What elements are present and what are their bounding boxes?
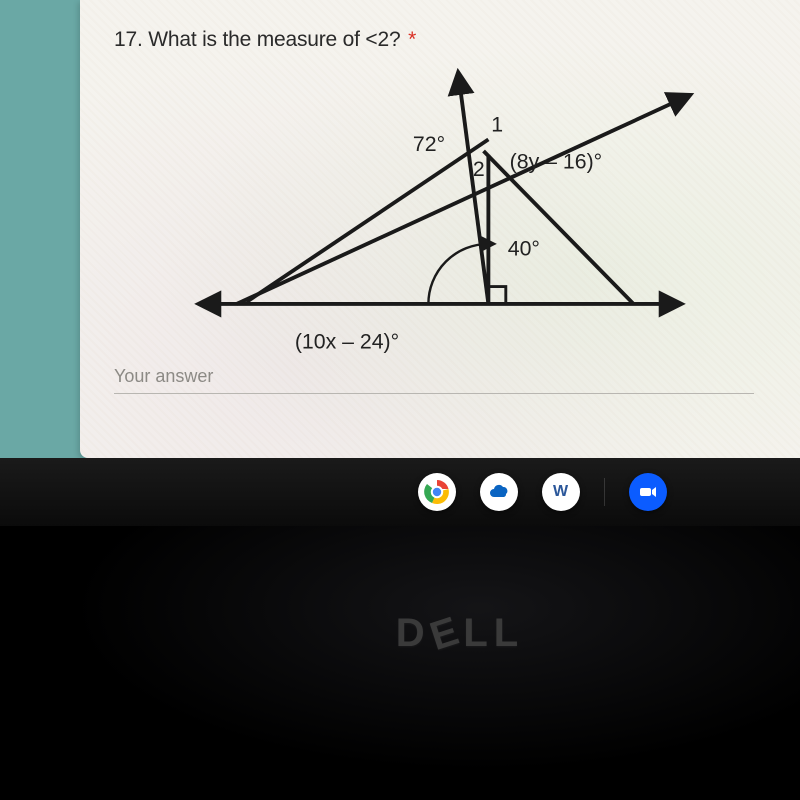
camera-glyph (637, 481, 659, 503)
label-10x: (10x – 24)° (295, 329, 399, 353)
required-star: * (408, 28, 416, 51)
word-glyph: W (553, 483, 568, 501)
zoom-icon[interactable] (629, 473, 667, 511)
cloud-glyph (487, 480, 511, 504)
question-text: What is the measure of <2? (148, 28, 400, 51)
label-72: 72° (413, 132, 445, 156)
question-card: 17. What is the measure of <2? * (80, 0, 800, 458)
answer-input[interactable] (114, 366, 754, 387)
laptop-bezel: DELL (0, 526, 800, 800)
dell-logo: DELL (396, 611, 524, 656)
upper-left-ray (459, 81, 488, 304)
chrome-glyph (424, 479, 450, 505)
label-1: 1 (491, 113, 503, 137)
taskbar: W (0, 458, 800, 526)
diagonal-long (237, 99, 682, 304)
angle-arc (428, 244, 488, 304)
answer-field-row (114, 366, 754, 394)
edge-pb (484, 151, 634, 304)
label-8y: (8y – 16)° (510, 149, 603, 173)
taskbar-separator (604, 478, 605, 506)
label-2: 2 (473, 157, 485, 181)
question-number: 17. (114, 28, 143, 51)
chrome-icon[interactable] (418, 473, 456, 511)
label-40: 40° (508, 237, 540, 261)
edge-ap (246, 139, 488, 302)
right-angle-marker (488, 287, 505, 304)
diagram-svg: 72° 1 2 (8y – 16)° 40° (10x – 24)° (160, 62, 720, 362)
word-icon[interactable]: W (542, 473, 580, 511)
question-title: 17. What is the measure of <2? * (114, 28, 766, 52)
onedrive-icon[interactable] (480, 473, 518, 511)
geometry-diagram: 72° 1 2 (8y – 16)° 40° (10x – 24)° (160, 62, 720, 362)
